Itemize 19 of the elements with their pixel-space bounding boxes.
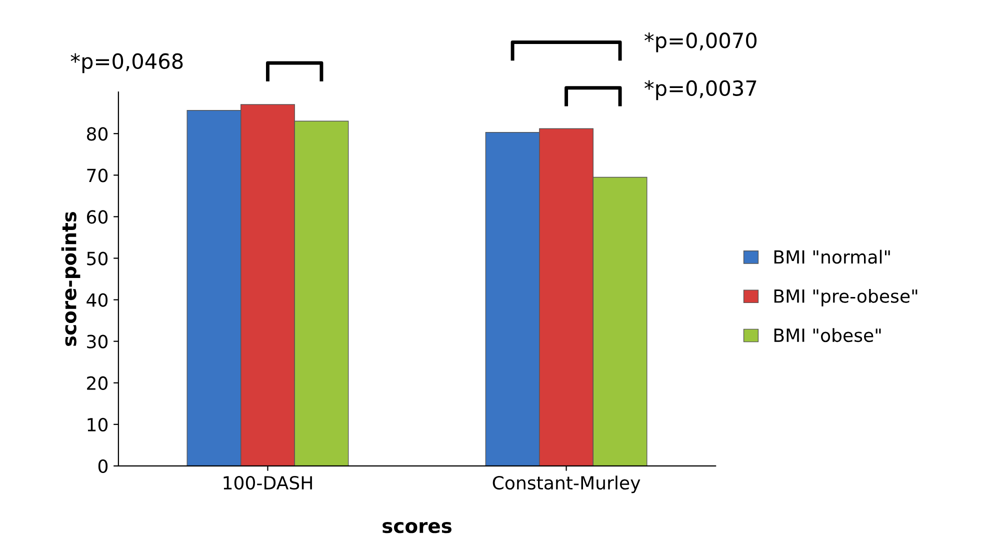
- y-tick-label: 50: [87, 252, 108, 266]
- legend-label: BMI "pre-obese": [774, 288, 918, 306]
- annotation: *p=0,0037: [644, 80, 756, 100]
- y-tick-label: 40: [86, 293, 108, 307]
- y-tick-label: 20: [87, 376, 108, 390]
- x-tick-label: Constant-Murley: [492, 476, 640, 494]
- y-tick-label: 0: [98, 459, 108, 474]
- legend-label: BMI "normal": [774, 250, 890, 264]
- y-tick-label: 80: [86, 127, 108, 141]
- text: *p=0,0070: [644, 32, 757, 52]
- y-tick-label: 10: [88, 418, 108, 432]
- x-axis-title: scores: [382, 522, 452, 534]
- legend-label: BMI "obese": [774, 328, 881, 342]
- y-tick-label: 30: [87, 334, 108, 348]
- x-tick-label: 100-DASH: [224, 476, 312, 490]
- y-tick-label: 60: [87, 210, 108, 224]
- text: *p=0,0468: [70, 53, 183, 74]
- y-tick-label: 70: [87, 168, 108, 182]
- y-axis-title: score-points: [61, 212, 80, 346]
